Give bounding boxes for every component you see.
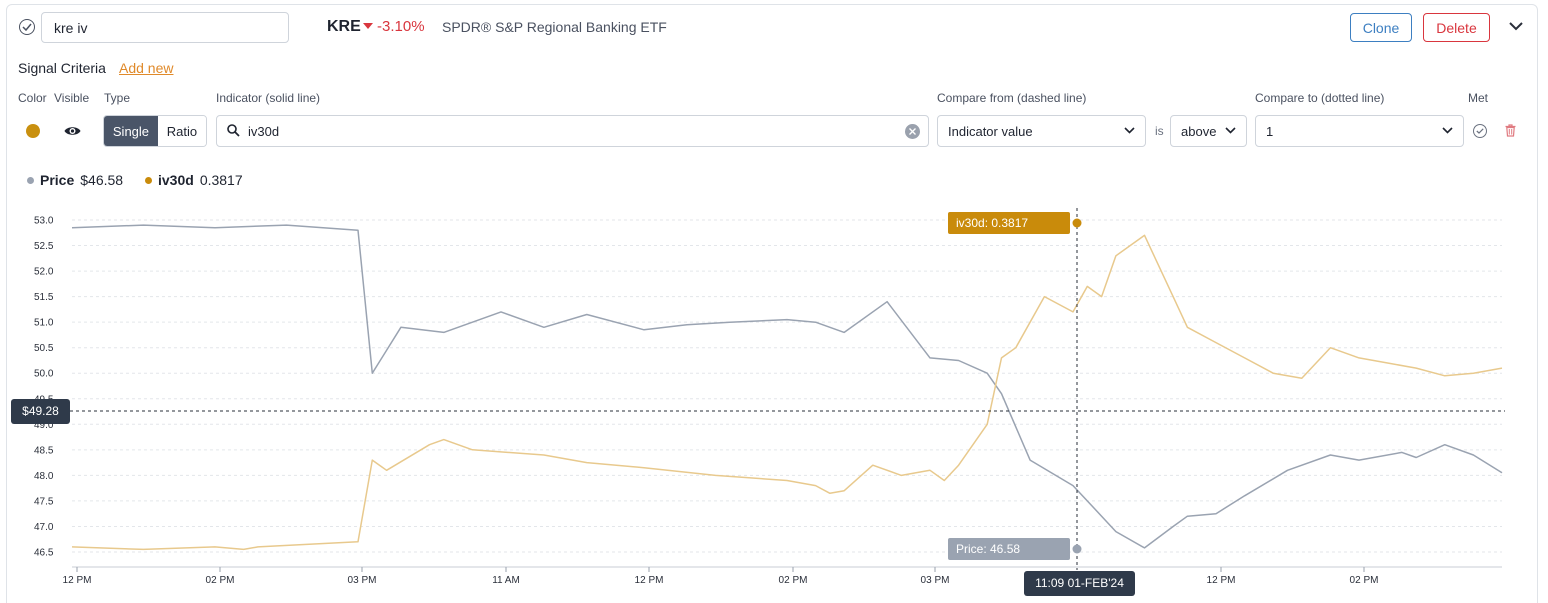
x-tick-label: 03 PM [921, 575, 950, 586]
price-marker-dot [1072, 544, 1082, 554]
crosshair [70, 208, 1505, 570]
legend-price-label: Price [40, 172, 75, 188]
chart-series [71, 224, 1503, 551]
signal-criteria-title: Signal Criteria [18, 60, 106, 76]
compare-to-column-label: Compare to (dotted line) [1255, 91, 1385, 105]
price-change: -3.10% [363, 18, 425, 35]
chevron-down-icon[interactable] [1509, 22, 1523, 31]
chevron-down-icon [1124, 127, 1135, 134]
x-tick-label: 02 PM [1350, 575, 1379, 586]
is-label: is [1155, 124, 1164, 138]
x-tick-label: 03 PM [348, 575, 377, 586]
type-column-label: Type [104, 91, 131, 105]
clone-button[interactable]: Clone [1350, 13, 1412, 42]
clear-icon[interactable] [905, 124, 920, 139]
y-tick-label: 47.0 [34, 522, 54, 533]
y-tick-label: 49.0 [34, 420, 54, 431]
price-tooltip: Price: 46.58 [948, 538, 1070, 560]
legend-iv-label: iv30d [158, 172, 194, 188]
ticker-symbol: KRE [327, 18, 361, 35]
series-line-iv30d [71, 234, 1503, 551]
compare-from-value: Indicator value [948, 124, 1033, 139]
legend-iv-value: 0.3817 [199, 172, 243, 188]
indicator-column-label: Indicator (solid line) [216, 91, 321, 105]
iv-tooltip: iv30d: 0.3817 [948, 212, 1070, 234]
indicator-value: iv30d [248, 124, 280, 139]
trash-icon[interactable] [1505, 124, 1516, 137]
y-axis-ticks: 53.052.552.051.551.050.550.049.549.048.5… [34, 216, 54, 559]
indicator-search-input[interactable]: iv30d [216, 115, 929, 147]
type-ratio-button[interactable]: Ratio [157, 116, 206, 146]
legend-iv: iv30d 0.3817 [145, 172, 243, 188]
etf-name: SPDR® S&P Regional Banking ETF [442, 19, 667, 35]
x-tick-label: 02 PM [779, 575, 808, 586]
type-single-button[interactable]: Single [104, 116, 158, 146]
compare-from-select[interactable]: Indicator value [937, 115, 1146, 147]
y-tick-label: 53.0 [34, 216, 54, 227]
check-circle-icon[interactable] [19, 19, 35, 35]
legend-iv-dot [145, 176, 152, 184]
chevron-down-icon [1225, 127, 1236, 134]
x-axis-ticks: 12 PM 02 PM 03 PM 11 AM 12 PM 02 PM 03 PM 12 PM… [63, 566, 1502, 586]
down-triangle-icon [363, 23, 373, 29]
compare-from-column-label: Compare from (dashed line) [937, 91, 1087, 105]
y-tick-label: 47.5 [34, 496, 54, 507]
y-tick-label: 51.0 [34, 318, 54, 329]
series-color-swatch[interactable] [26, 124, 40, 138]
eye-icon[interactable] [64, 125, 81, 137]
chevron-down-icon [1442, 127, 1453, 134]
x-tick-label: 12 PM [635, 575, 664, 586]
operator-select[interactable]: above [1170, 115, 1247, 147]
delete-button[interactable]: Delete [1423, 13, 1490, 42]
crosshair-x-label: 11:09 01-FEB'24 [1024, 571, 1135, 596]
legend-price-value: $46.58 [80, 172, 124, 188]
y-tick-label: 50.5 [34, 343, 54, 354]
y-tick-label: 46.5 [34, 548, 54, 559]
search-icon [227, 124, 240, 137]
legend-price-dot [27, 176, 34, 184]
y-tick-label: 50.0 [34, 369, 54, 380]
x-tick-label: 02 PM [206, 575, 235, 586]
color-column-label: Color [18, 91, 47, 105]
y-tick-label: 48.5 [34, 445, 54, 456]
y-tick-label: 48.0 [34, 471, 54, 482]
series-line-price [71, 224, 1503, 549]
compare-to-value: 1 [1266, 124, 1274, 139]
signal-card [6, 4, 1538, 603]
price-change-value: -3.10% [377, 18, 425, 35]
compare-to-select[interactable]: 1 [1255, 115, 1464, 147]
y-tick-label: 51.5 [34, 292, 54, 303]
type-toggle: Single Ratio [103, 115, 207, 147]
y-tick-label: 52.0 [34, 267, 54, 278]
met-column-label: Met [1468, 91, 1489, 105]
x-tick-label: 11 AM [492, 575, 520, 586]
y-tick-label: 52.5 [34, 241, 54, 252]
x-tick-label: 12 PM [1207, 575, 1236, 586]
iv-marker-dot [1072, 218, 1082, 228]
price-iv-chart[interactable]: 53.052.552.051.551.050.550.049.549.048.5… [0, 200, 1548, 603]
x-tick-label: 12 PM [63, 575, 92, 586]
chart-grid [72, 219, 1502, 553]
legend-price: Price $46.58 [27, 172, 123, 188]
met-check-icon [1473, 124, 1487, 138]
operator-value: above [1181, 124, 1217, 139]
crosshair-y-label: $49.28 [11, 399, 70, 424]
add-new-link[interactable]: Add new [119, 60, 174, 76]
signal-name-input[interactable] [41, 12, 289, 43]
visible-column-label: Visible [54, 91, 90, 105]
